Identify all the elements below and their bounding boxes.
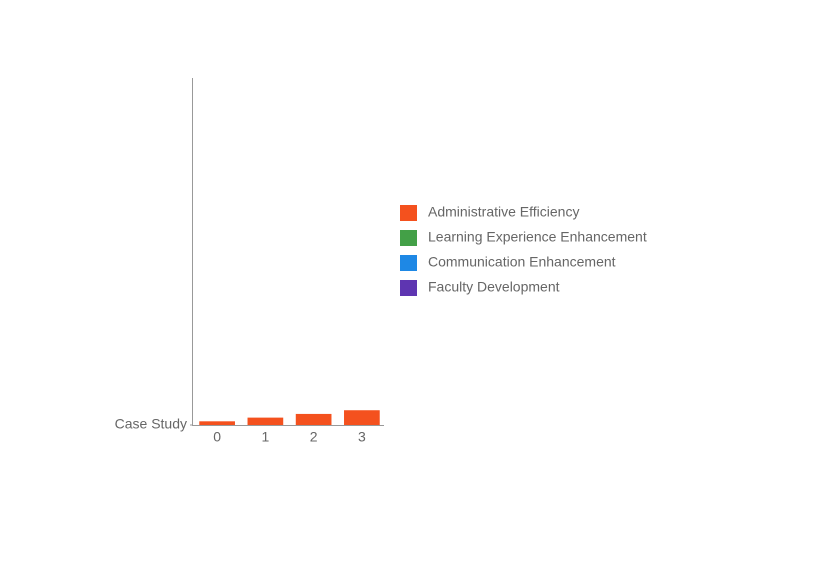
bar <box>199 421 235 425</box>
bar <box>247 417 284 425</box>
legend-swatch <box>400 230 417 246</box>
bar <box>344 410 380 425</box>
y-tick-label: Case Study <box>115 416 187 432</box>
legend-swatch <box>400 205 417 221</box>
legend-label: Administrative Efficiency <box>428 204 579 220</box>
legend-label: Faculty Development <box>428 279 560 295</box>
x-tick-label: 2 <box>310 429 318 445</box>
legend-swatch <box>400 280 417 296</box>
legend-label: Learning Experience Enhancement <box>428 229 647 245</box>
x-tick-label: 3 <box>358 429 366 445</box>
bar <box>295 413 332 425</box>
x-tick-label: 0 <box>213 429 221 445</box>
x-tick-label: 1 <box>261 429 269 445</box>
legend-label: Communication Enhancement <box>428 254 616 270</box>
legend-swatch <box>400 255 417 271</box>
